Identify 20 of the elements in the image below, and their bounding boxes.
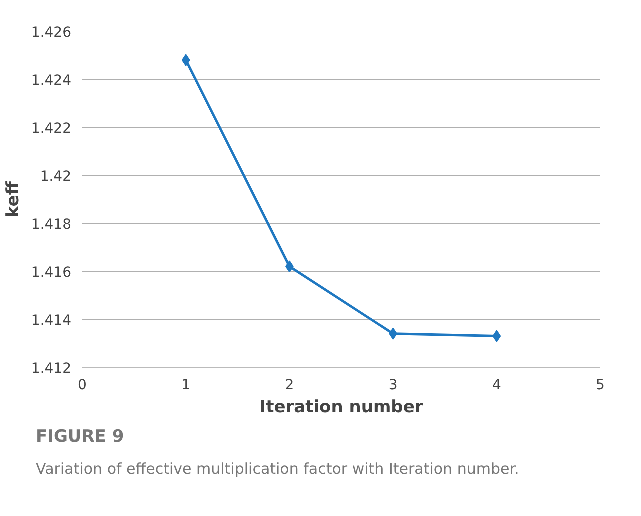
x-tick-label: 4 xyxy=(492,378,502,394)
y-tick-label: 1.422 xyxy=(31,121,72,137)
y-tick-label: 1.418 xyxy=(31,217,72,233)
y-tick-label: 1.424 xyxy=(31,73,72,89)
point xyxy=(182,54,190,66)
x-tick-label: 1 xyxy=(182,378,191,394)
text: Variation of effective multiplication factor with Iteration number. xyxy=(36,459,520,480)
y-axis-title: keff xyxy=(3,181,24,218)
y-tick-label: 1.426 xyxy=(31,25,72,41)
y-tick-label: 1.414 xyxy=(31,313,72,329)
x-tick-label: 5 xyxy=(596,378,605,394)
x-tick-label: 0 xyxy=(78,378,87,394)
y-tick-label: 1.42 xyxy=(40,169,72,185)
x-tick-label: 3 xyxy=(388,378,398,394)
x-tick-label: 2 xyxy=(285,378,294,394)
x-axis-title: Iteration number xyxy=(260,398,424,418)
caption: FIGURE 9 xyxy=(36,426,124,449)
point xyxy=(492,330,502,342)
y-tick-label: 1.412 xyxy=(31,361,72,377)
y-tick-label: 1.416 xyxy=(31,265,72,281)
